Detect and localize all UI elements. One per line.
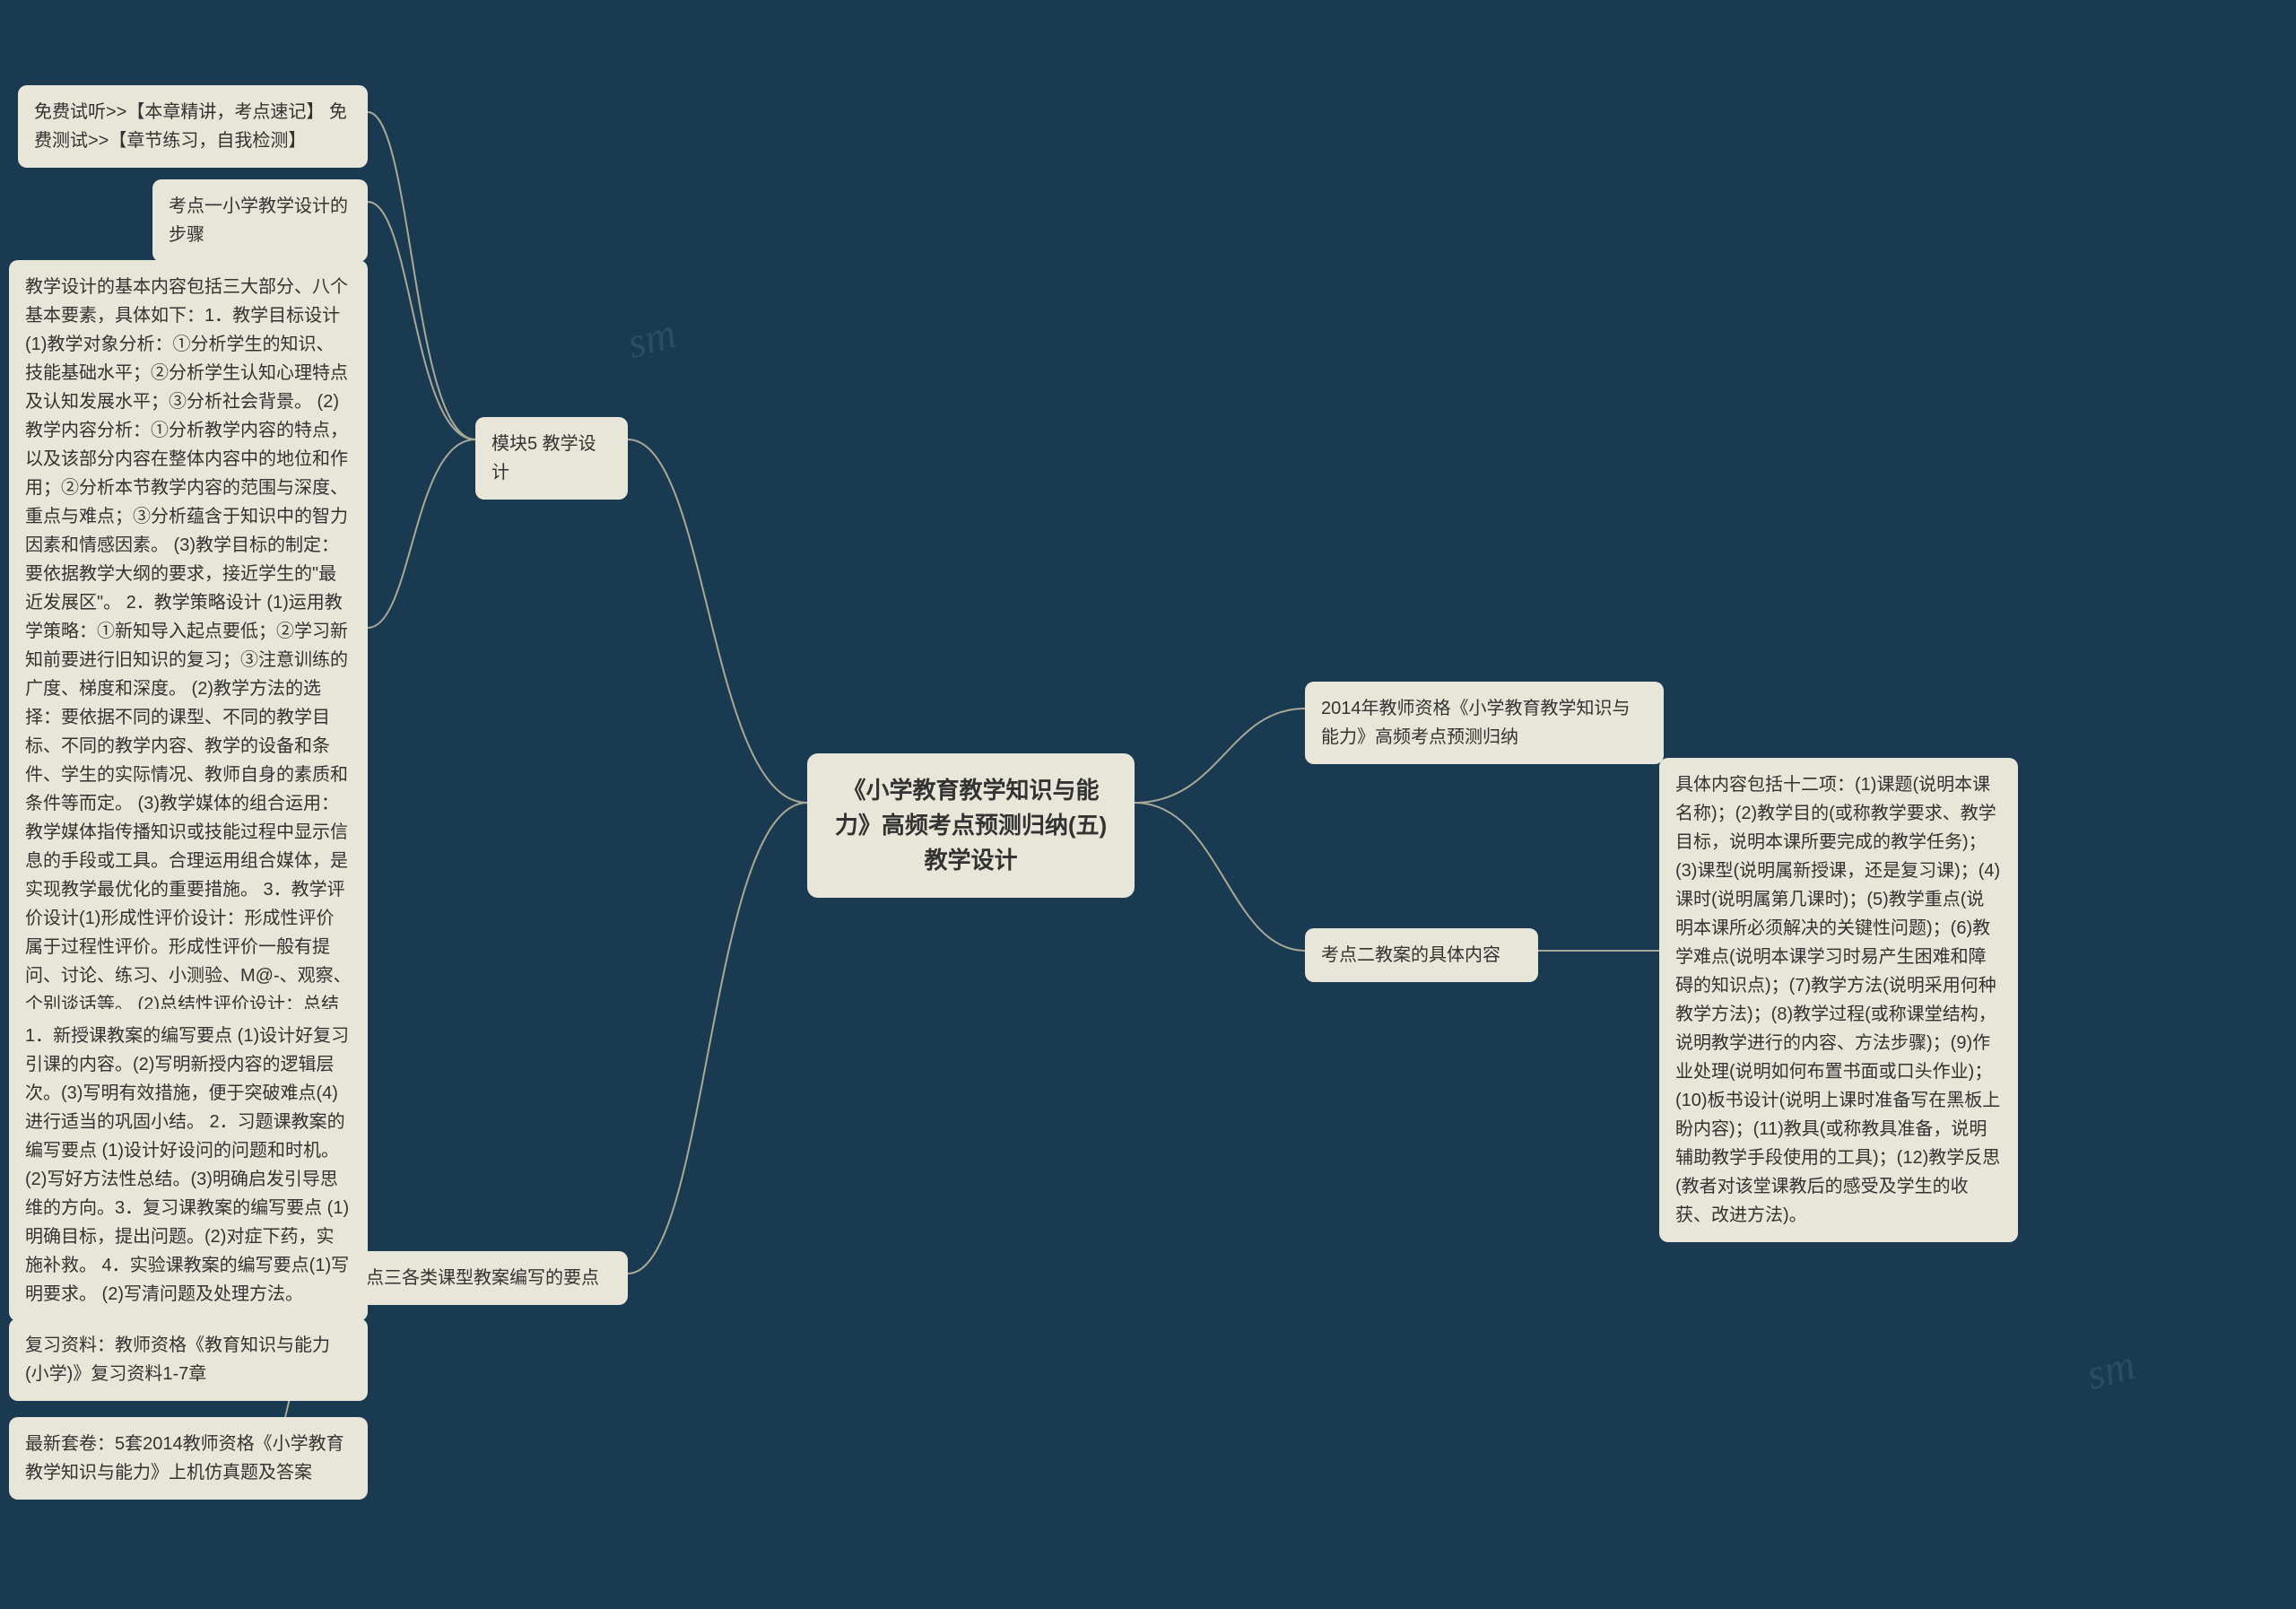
right-branch-2014: 2014年教师资格《小学教育教学知识与能力》高频考点预测归纳 — [1305, 682, 1664, 764]
point3-child-detail: 1．新授课教案的编写要点 (1)设计好复习引课的内容。(2)写明新授内容的逻辑层… — [9, 1009, 368, 1321]
watermark: sm — [2081, 1340, 2140, 1400]
center-node: 《小学教育教学知识与能力》高频考点预测归纳(五)教学设计 — [807, 753, 1135, 898]
module5-child-point1: 考点一小学教学设计的步骤 — [152, 179, 368, 262]
right-branch-lesson-detail: 具体内容包括十二项：(1)课题(说明本课名称)；(2)教学目的(或称教学要求、教… — [1659, 758, 2018, 1242]
left-branch-point3: 考点三各类课型教案编写的要点 — [332, 1251, 628, 1305]
module5-child-free-listen: 免费试听>>【本章精讲，考点速记】 免费测试>>【章节练习，自我检测】 — [18, 85, 368, 168]
right-branch-lesson-content: 考点二教案的具体内容 — [1305, 928, 1538, 982]
left-branch-module5: 模块5 教学设计 — [475, 417, 628, 500]
watermark: sm — [622, 309, 682, 369]
point3-child-latest: 最新套卷：5套2014教师资格《小学教育教学知识与能力》上机仿真题及答案 — [9, 1417, 368, 1500]
point3-child-review: 复习资料：教师资格《教育知识与能力(小学)》复习资料1-7章 — [9, 1318, 368, 1401]
